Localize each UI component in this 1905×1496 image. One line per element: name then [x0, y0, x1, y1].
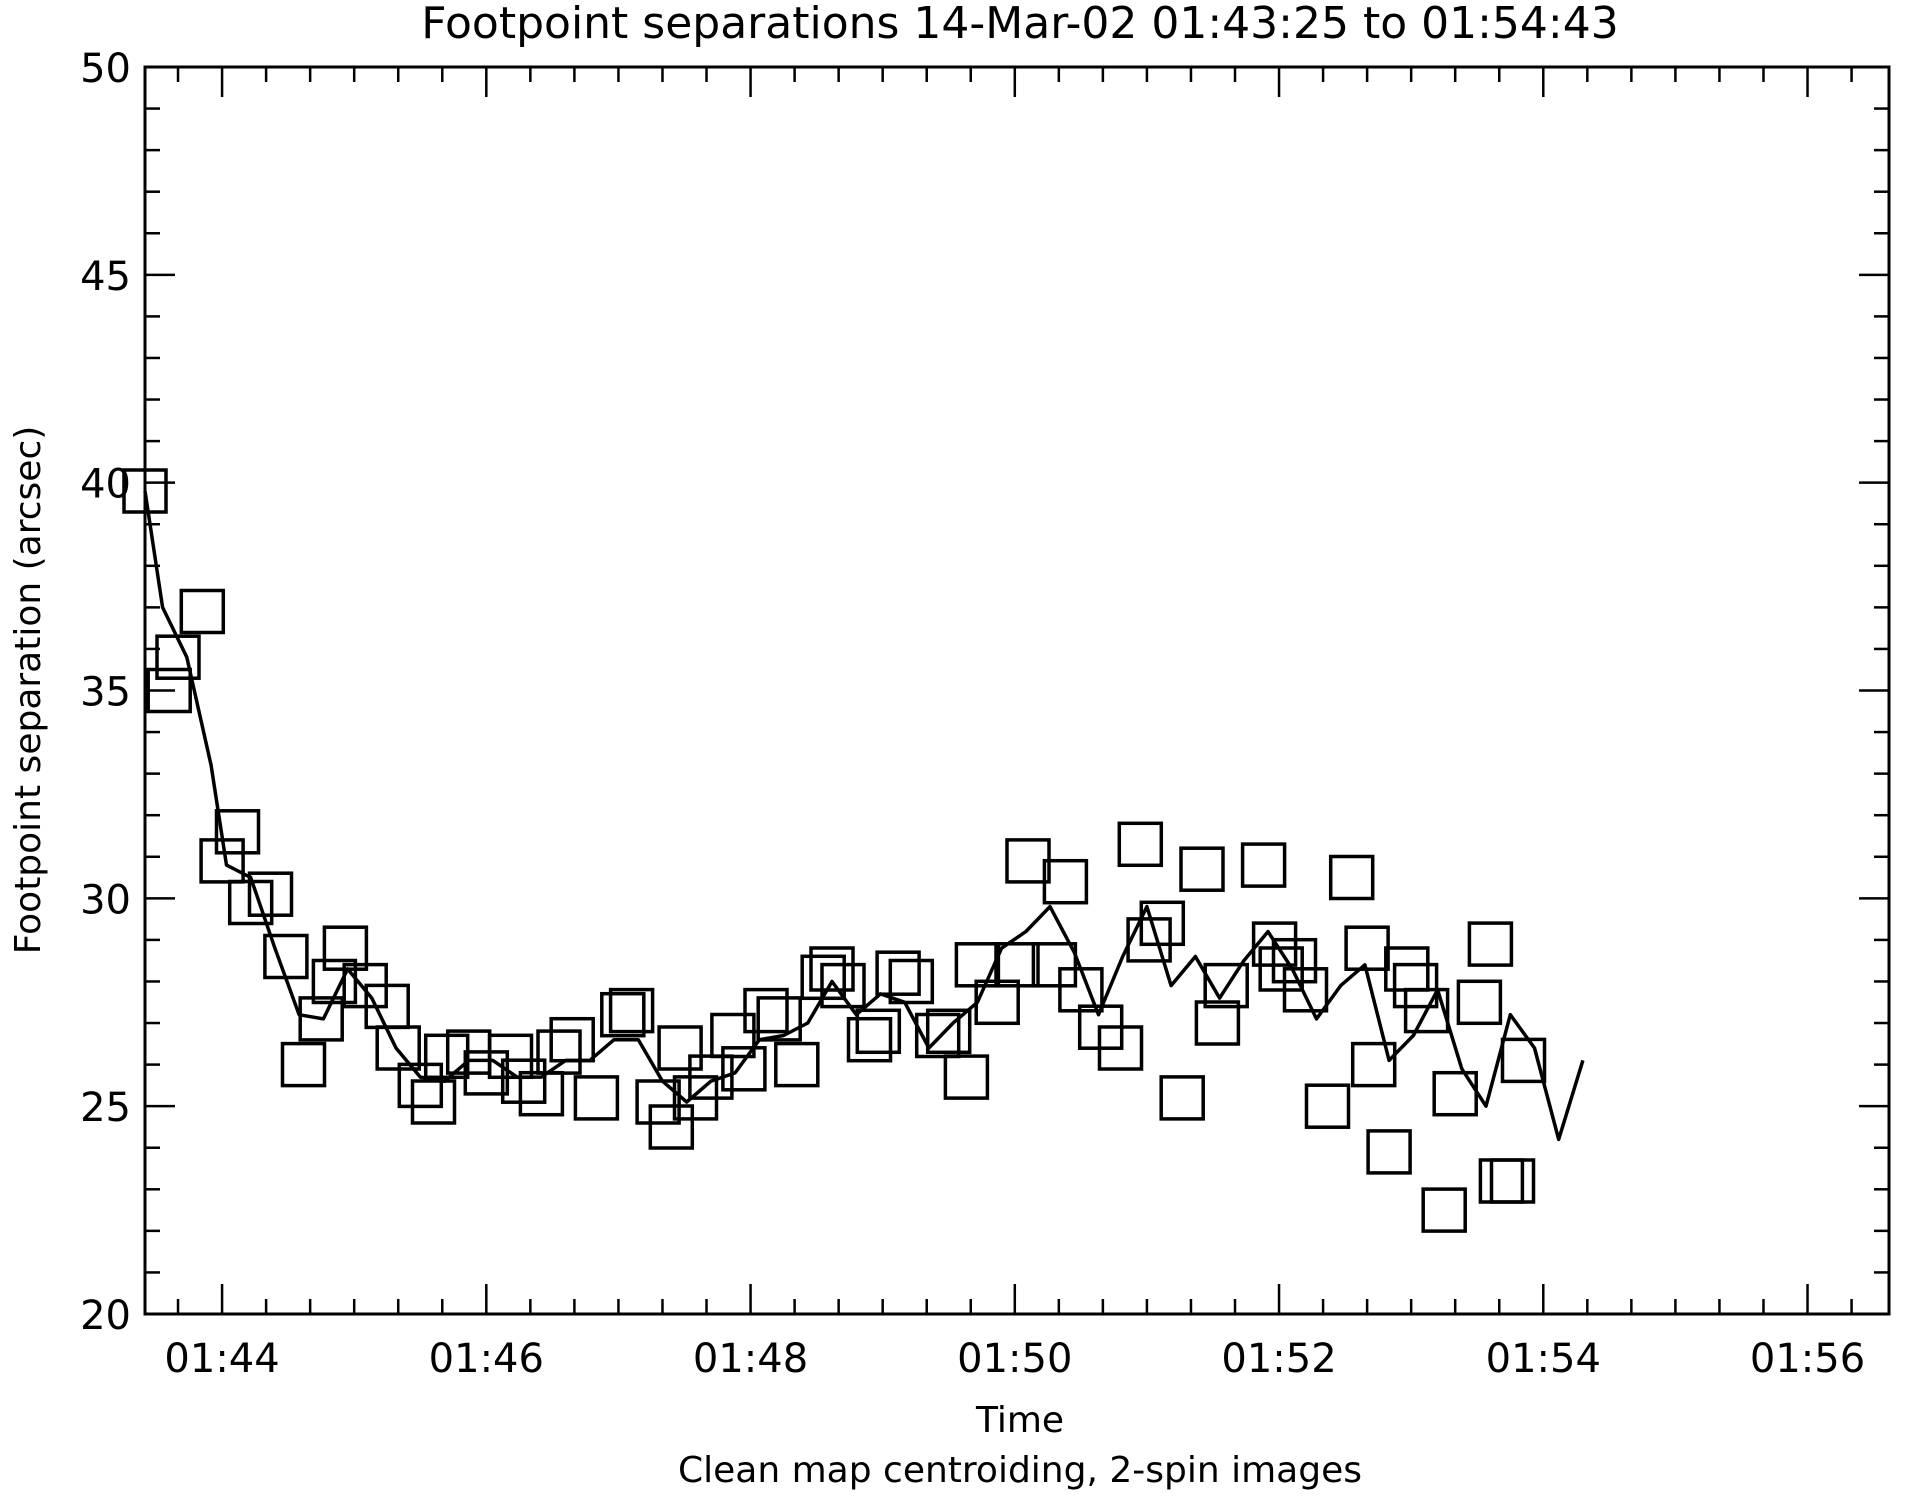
data-point-square [1139, 900, 1186, 947]
data-point-square [573, 1075, 620, 1121]
data-point-square [635, 1079, 681, 1125]
data-point-square [397, 1062, 444, 1109]
data-point-square [954, 942, 1001, 988]
data-point-square [809, 946, 855, 992]
data-point-square [743, 987, 789, 1034]
data-point-square [122, 468, 168, 514]
chart-title: Footpoint separations 14-Mar-02 01:43:25… [421, 0, 1618, 49]
y-tick-label: 35 [80, 670, 131, 716]
data-point-square [1403, 987, 1450, 1034]
data-point-square [179, 588, 226, 635]
data-point-square [214, 809, 261, 855]
data-point-square [500, 1058, 547, 1104]
data-point-square [846, 1016, 893, 1063]
data-point-square [721, 1046, 767, 1092]
x-tick-label: 01:48 [693, 1336, 808, 1382]
plot-frame [143, 65, 1891, 1316]
data-point-square [875, 950, 921, 996]
data-point-square [311, 958, 358, 1005]
data-point-square [1489, 1158, 1536, 1204]
y-tick-label: 45 [80, 254, 131, 300]
y-tick-label: 30 [80, 877, 131, 923]
data-point-square [1392, 962, 1439, 1009]
data-point-square [549, 1016, 595, 1063]
series-layer [122, 468, 1585, 1233]
data-point-square [155, 634, 201, 680]
data-point-square [710, 1012, 756, 1059]
data-point-square [1366, 1129, 1412, 1175]
data-point-square [1126, 917, 1172, 963]
data-point-square [1350, 1041, 1397, 1088]
data-point-square [600, 991, 646, 1038]
data-point-square [410, 1079, 457, 1125]
data-point-square [608, 987, 655, 1034]
data-point-square [1042, 858, 1089, 905]
data-point-square [855, 1008, 902, 1055]
data-point-square [1478, 1158, 1525, 1204]
data-point-square [146, 667, 192, 714]
y-tick-label: 50 [80, 46, 131, 92]
data-point-square [487, 1033, 534, 1080]
data-point-square [298, 996, 344, 1042]
data-point-square [925, 1008, 972, 1055]
data-point-square [1159, 1075, 1205, 1121]
data-point-square [1344, 925, 1390, 971]
axis-ticks [145, 65, 1889, 1316]
data-point-square [820, 962, 866, 1009]
y-axis-label: Footpoint separation (arcsec) [8, 426, 49, 955]
data-point-square [1282, 967, 1329, 1013]
data-point-square [1203, 962, 1249, 1009]
data-point-square [1456, 979, 1503, 1026]
data-point-square [1328, 854, 1375, 901]
data-point-square [1117, 821, 1164, 868]
x-tick-label: 01:44 [164, 1336, 279, 1382]
data-point-square [1097, 1025, 1144, 1071]
data-point-square [263, 933, 309, 980]
data-point-square [280, 1041, 327, 1088]
data-point-square [1240, 842, 1287, 888]
data-point-square [1179, 846, 1225, 892]
data-point-square [943, 1054, 990, 1100]
data-point-square [994, 942, 1040, 988]
x-axis-label: Time [975, 1400, 1064, 1441]
x-tick-label: 01:46 [429, 1336, 544, 1382]
data-point-square [657, 1025, 703, 1071]
y-tick-label: 20 [80, 1293, 131, 1339]
chart-subtitle: Clean map centroiding, 2-spin images [678, 1450, 1362, 1491]
data-point-square [1304, 1083, 1351, 1129]
x-tick-label: 01:54 [1486, 1336, 1601, 1382]
data-point-square [463, 1050, 510, 1096]
y-tick-label: 25 [80, 1085, 131, 1131]
data-point-square [888, 958, 935, 1005]
data-point-square [247, 871, 294, 917]
data-point-square [756, 996, 802, 1042]
data-point-square [1432, 1070, 1478, 1117]
x-tick-label: 01:56 [1750, 1336, 1865, 1382]
data-point-square [774, 1041, 820, 1088]
data-point-square [1384, 946, 1430, 992]
data-point-square [1421, 1187, 1467, 1233]
data-point-square [1500, 1037, 1547, 1084]
x-tick-labels: 01:44 01:46 01:48 01:50 01:52 01:54 01:56 [164, 1336, 1865, 1382]
data-point-square [914, 1012, 961, 1059]
data-point-square [648, 1104, 695, 1150]
data-point-square [1271, 937, 1318, 984]
data-point-square [1467, 921, 1514, 967]
data-point-square [1031, 942, 1078, 988]
data-point-square [199, 838, 245, 884]
data-point-square [536, 1029, 582, 1075]
x-tick-label: 01:50 [957, 1336, 1072, 1382]
data-point-square [1194, 1000, 1241, 1046]
x-tick-label: 01:52 [1221, 1336, 1336, 1382]
